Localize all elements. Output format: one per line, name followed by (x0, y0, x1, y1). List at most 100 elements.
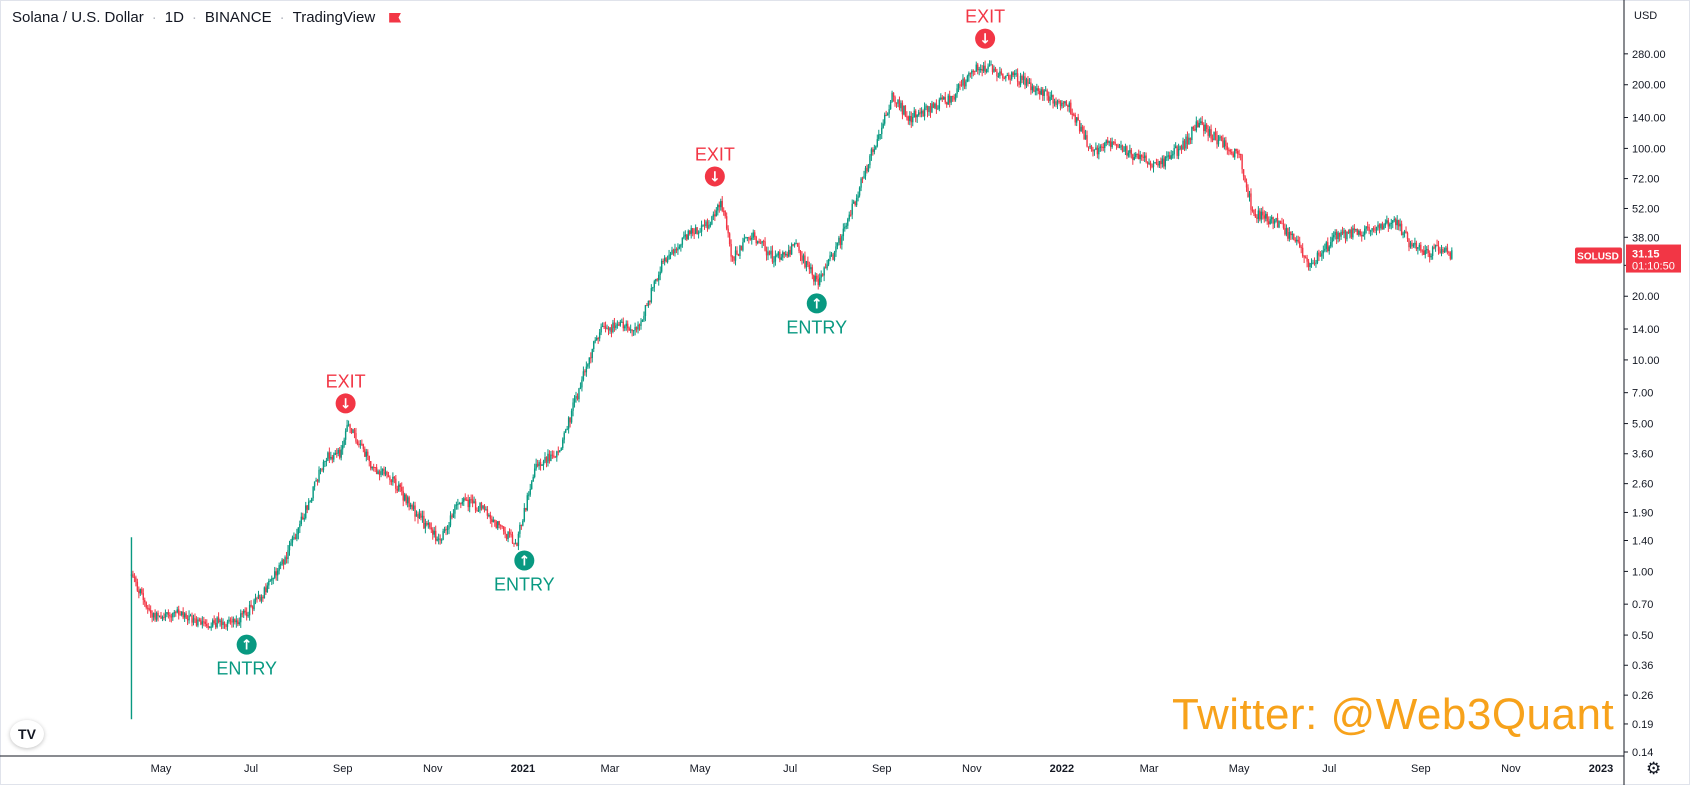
candle-body (570, 410, 573, 423)
candle-body (1130, 149, 1133, 155)
candle-body (578, 388, 580, 400)
symbol-title[interactable]: Solana / U.S. Dollar (12, 9, 144, 26)
candle-body (672, 249, 675, 254)
candle-body (669, 254, 672, 256)
x-tick-label: May (151, 763, 172, 775)
candle-body (318, 469, 320, 482)
candle-body (188, 615, 190, 621)
currency-label[interactable]: USD (1634, 10, 1658, 22)
candle-body (765, 250, 768, 256)
candle-body (551, 454, 554, 456)
candle-body (480, 502, 483, 509)
candle-body (299, 524, 301, 528)
candle-body (545, 457, 548, 463)
candle-body (1412, 244, 1415, 247)
candle-body (898, 99, 901, 109)
candle-body (1173, 148, 1175, 155)
candle-body (991, 64, 994, 72)
candle-body (1319, 255, 1322, 257)
candle-body (606, 328, 608, 330)
candle-body (1200, 121, 1202, 124)
settings-gear-icon[interactable]: ⚙ (1646, 759, 1662, 778)
exit-signal[interactable]: ↓ EXIT (965, 7, 1005, 49)
candle-body (245, 612, 248, 617)
candle-body (1198, 123, 1200, 128)
candle-body (640, 321, 642, 326)
candle-body (291, 537, 294, 543)
candle-body (752, 232, 754, 238)
candle-body (220, 620, 223, 626)
candle-body (229, 619, 232, 622)
symbol-price-tag[interactable]: SOLUSD (1575, 247, 1622, 264)
tradingview-logo-icon[interactable]: TV (10, 720, 44, 748)
candle-body (183, 613, 186, 618)
candle-body (883, 114, 886, 124)
candle-body (1154, 162, 1156, 164)
candle-body (1309, 263, 1311, 268)
x-tick-label: Sep (1411, 763, 1431, 775)
candle-body (835, 246, 837, 253)
candle-body (572, 402, 574, 411)
candle-body (340, 449, 342, 458)
x-tick-label: 2023 (1589, 763, 1613, 775)
candle-body (1418, 244, 1421, 248)
candle-body (632, 330, 635, 332)
candle-body (934, 103, 936, 108)
candle-body (755, 236, 757, 244)
candle-body (514, 542, 517, 545)
candle-body (590, 357, 592, 359)
candle-body (1396, 220, 1398, 226)
candle-body (424, 522, 427, 529)
candle-body (1293, 233, 1295, 240)
candle-body (1269, 219, 1271, 225)
candle-body (915, 110, 917, 118)
candle-body (1003, 78, 1006, 80)
candle-body (510, 534, 512, 536)
exit-signal[interactable]: ↓ EXIT (326, 371, 366, 414)
price-label-countdown: 01:10:50 (1632, 261, 1675, 273)
candle-body (256, 597, 258, 599)
exit-signal[interactable]: ↓ EXIT (695, 144, 735, 187)
signal-arrow-glyph: ↓ (979, 32, 991, 48)
candle-body (341, 445, 344, 450)
candle-body (288, 545, 291, 551)
candle-body (144, 599, 146, 603)
candle-body (702, 224, 704, 226)
candle-body (559, 450, 561, 452)
candle-body (1390, 223, 1392, 225)
platform-label: TradingView (292, 9, 376, 26)
flag-icon[interactable] (389, 12, 402, 23)
x-tick-label: Nov (962, 763, 982, 775)
interval-label[interactable]: 1D (164, 9, 184, 26)
candle-body (1415, 242, 1418, 250)
candle-body (1446, 247, 1449, 252)
candle-body (179, 614, 181, 616)
candle-body (826, 264, 828, 269)
y-tick-label: 72.00 (1632, 174, 1660, 186)
candle-body (1194, 129, 1196, 131)
candle-body (1377, 224, 1379, 228)
entry-signal[interactable]: ↑ ENTRY (786, 293, 847, 337)
candle-body (972, 70, 975, 72)
candle-body (1013, 73, 1016, 76)
x-tick-label: 2021 (511, 763, 535, 775)
candle-body (266, 585, 269, 593)
entry-signal[interactable]: ↑ ENTRY (494, 550, 555, 595)
candle-body (276, 570, 279, 576)
candle-body (473, 501, 475, 504)
candle-body (402, 491, 404, 501)
entry-signal[interactable]: ↑ ENTRY (216, 634, 277, 679)
candle-body (889, 101, 892, 110)
candle-body (984, 65, 986, 73)
candle-body (892, 92, 895, 97)
candle-body (1182, 140, 1184, 150)
candle-body (285, 557, 288, 560)
candle-body (1400, 223, 1403, 235)
candle-body (1143, 155, 1146, 158)
candle-body (148, 608, 150, 611)
candle-body (132, 574, 134, 577)
candle-body (1129, 149, 1131, 153)
candle-body (1312, 262, 1314, 264)
